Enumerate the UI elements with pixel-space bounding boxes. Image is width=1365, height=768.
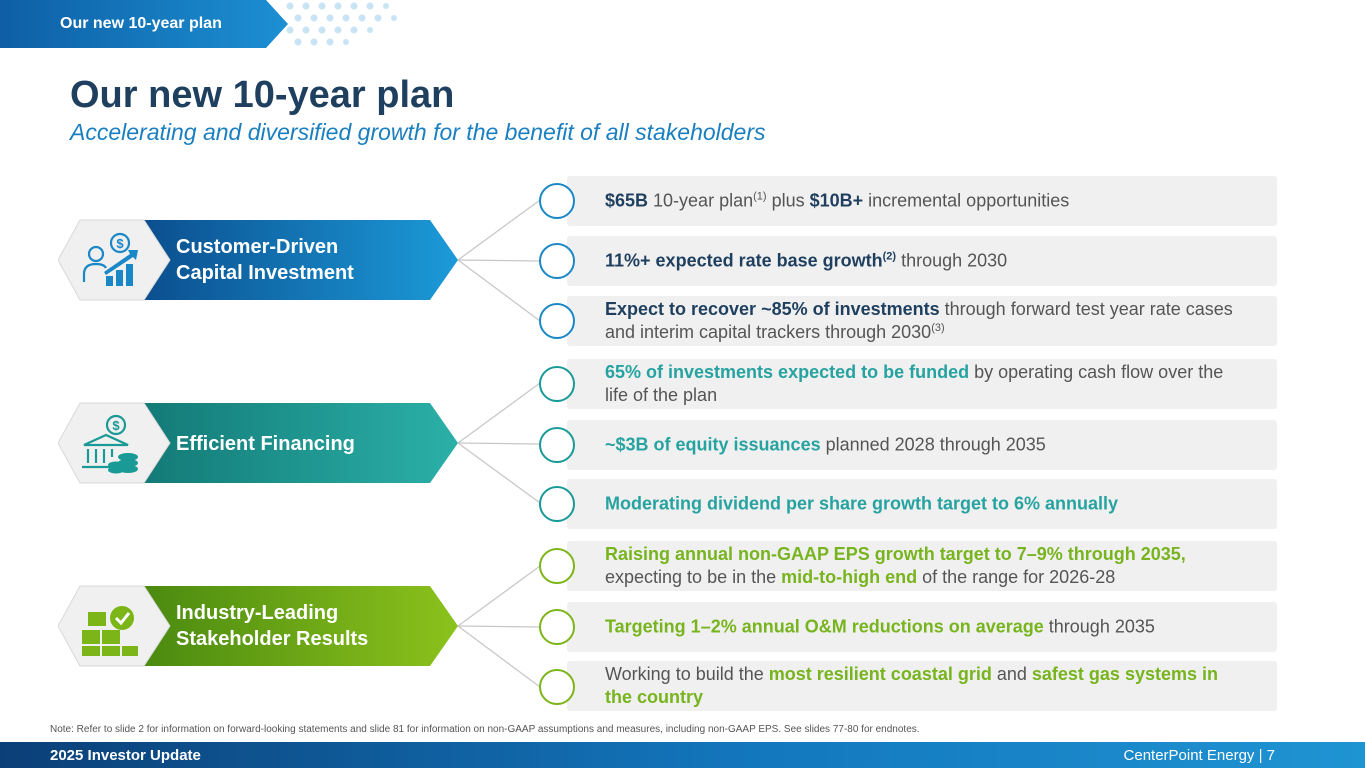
list-item: 65% of investments expected to be funded… [567,359,1277,409]
svg-text:$: $ [116,236,124,251]
list-item-plain: through forward test year rate cases and… [605,299,1233,342]
list-item-text: 11%+ expected rate base growth(2) throug… [605,250,1237,273]
footnote-ref: (2) [882,250,897,263]
list-item-bold: most resilient coastal grid [768,664,992,684]
footer-bar: 2025 Investor Update CenterPoint Energy … [0,742,1365,768]
list-item-plain: by operating cash flow over the life of … [605,362,1224,405]
list-item: Targeting 1–2% annual O&M reductions on … [567,602,1277,652]
pillar-efficient-financing: $ Efficient Financing [58,399,468,489]
list-item-bold: $10B+ [809,190,864,211]
bullet-circle [539,303,575,339]
list-item-bold: mid-to-high end [781,567,918,587]
pillar-capital-investment-label: Customer-Driven Capital Investment [176,234,354,286]
list-item-text: $65B 10-year plan(1) plus $10B+ incremen… [605,190,1237,213]
list-item-bold: 65% of investments expected to be funded [605,362,970,382]
list-item-text: Targeting 1–2% annual O&M reductions on … [605,616,1237,639]
list-item-text: 65% of investments expected to be funded… [605,361,1237,407]
bullet-circle [539,427,575,463]
pillar-efficient-financing-shape [58,402,458,484]
pillar-capital-investment-line2: Capital Investment [176,262,354,284]
footnote-text: Note: Refer to slide 2 for information o… [50,724,920,735]
list-item-text: Raising annual non-GAAP EPS growth targe… [605,543,1237,589]
list-item-bold: Expect to recover ~85% of investments [605,299,940,319]
pillar-capital-investment: $ Customer-Driven Capital Investment [58,216,468,306]
list-item: 11%+ expected rate base growth(2) throug… [567,236,1277,286]
pillar-efficient-financing-label: Efficient Financing [176,433,355,455]
bullet-circle [539,183,575,219]
footer-event-title: 2025 Investor Update [50,747,201,764]
list-item-plain: plus [766,190,810,211]
list-item: Moderating dividend per share growth tar… [567,479,1277,529]
pillar-stakeholder-results-line2: Stakeholder Results [176,628,369,650]
list-item-plain: through 2030 [896,250,1008,271]
list-item-bold: ~$3B of equity issuances [605,434,821,455]
pillar-stakeholder-results: Industry-Leading Stakeholder Results [58,582,468,672]
list-item-text: Expect to recover ~85% of investments th… [605,298,1237,344]
list-item: $65B 10-year plan(1) plus $10B+ incremen… [567,176,1277,226]
pillar-capital-investment-line1: Customer-Driven [176,236,339,258]
footer-company-page: CenterPoint Energy | 7 [1123,747,1275,764]
list-item-text: Moderating dividend per share growth tar… [605,493,1237,516]
section-tag: Our new 10-year plan [0,0,290,48]
page-subtitle: Accelerating and diversified growth for … [70,119,766,145]
list-item-plain: through 2035 [1043,616,1155,637]
bullet-circle [539,669,575,705]
list-item-plain: and [991,664,1032,684]
boxes-checkmark-icon [82,606,138,656]
list-item: Working to build the most resilient coas… [567,661,1277,711]
footnote-ref: (3) [931,322,945,334]
list-item-bold: Targeting 1–2% annual O&M reductions on … [605,616,1044,637]
bullet-circle [539,243,575,279]
list-item-bold: safest gas systems in the country [605,664,1218,707]
list-item-text: ~$3B of equity issuances planned 2028 th… [605,434,1237,457]
section-tag-label: Our new 10-year plan [60,15,222,32]
bullet-circle [539,366,575,402]
list-item-text: Working to build the most resilient coas… [605,663,1237,709]
bullet-circle [539,609,575,645]
list-item-plain: expecting to be in the [605,567,782,587]
pillar-capital-investment-shape [58,219,458,301]
decorative-dots [286,2,397,46]
list-item: Raising annual non-GAAP EPS growth targe… [567,541,1277,591]
bank-coins-icon: $ [82,414,138,474]
list-item: Expect to recover ~85% of investments th… [567,296,1277,346]
list-item-plain: Working to build the [605,664,769,684]
list-item-plain: 10-year plan [648,190,754,211]
pillar-stakeholder-results-label: Industry-Leading Stakeholder Results [176,600,368,652]
list-item-bold: Raising annual non-GAAP EPS growth targe… [605,544,1186,564]
list-item: ~$3B of equity issuances planned 2028 th… [567,420,1277,470]
page-title: Our new 10-year plan [70,74,455,116]
bullet-circle [539,548,575,584]
list-item-plain: planned 2028 through 2035 [820,434,1046,455]
list-item-bold: $65B [605,190,649,211]
list-item-plain: of the range for 2026-28 [917,567,1116,587]
footnote-ref: (1) [753,190,767,203]
bullet-circle [539,486,575,522]
section-tag-shape [0,0,288,48]
pillar-stakeholder-results-line1: Industry-Leading [176,602,339,624]
person-dollar-growth-icon: $ [82,232,138,286]
list-item-bold: Moderating dividend per share growth tar… [605,493,1119,514]
list-item-plain: incremental opportunities [863,190,1070,211]
svg-text:$: $ [112,418,120,433]
list-item-bold: 11%+ expected rate base growth [605,250,883,271]
